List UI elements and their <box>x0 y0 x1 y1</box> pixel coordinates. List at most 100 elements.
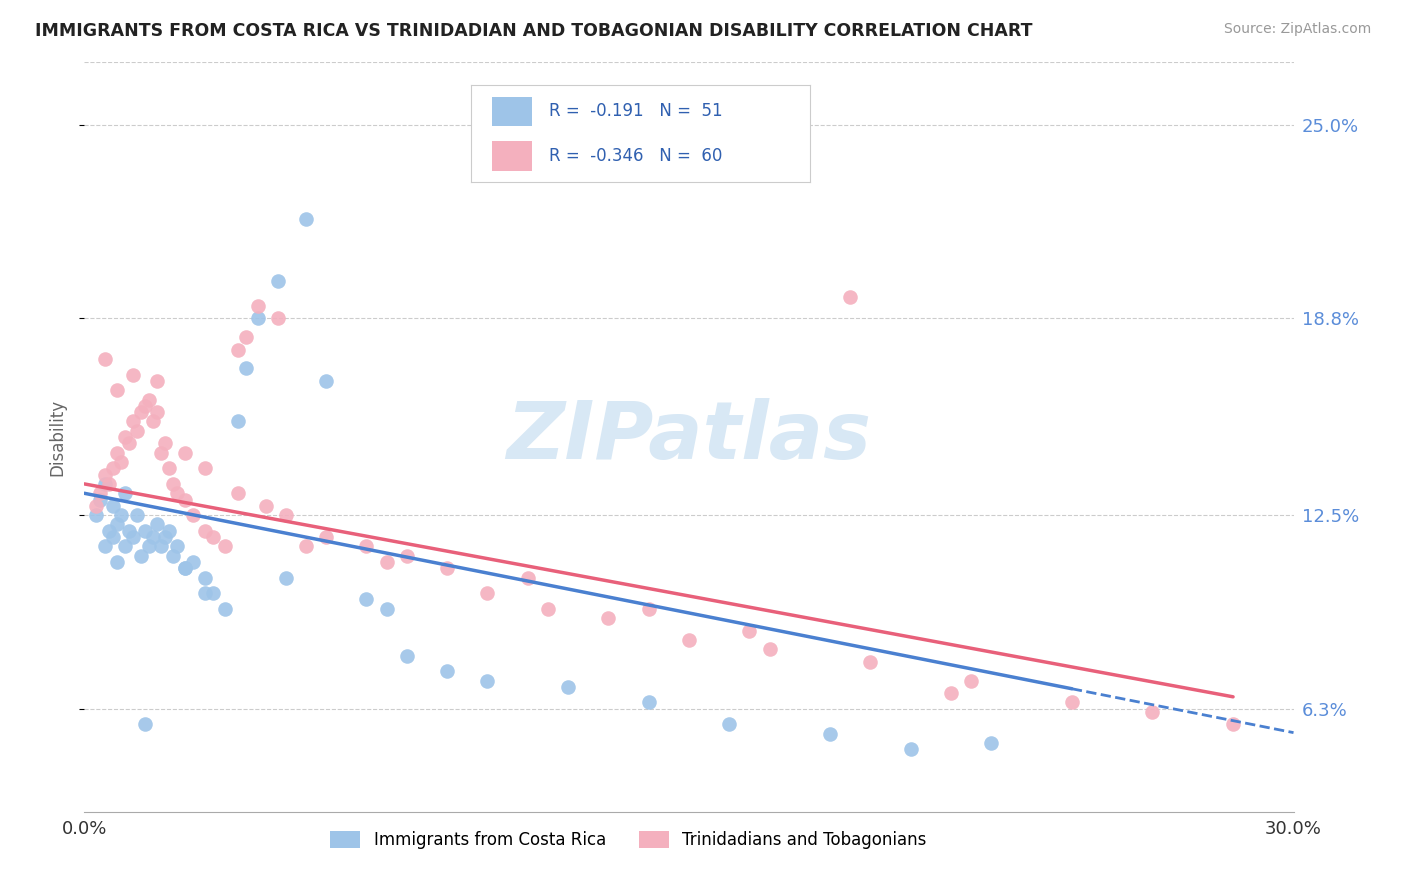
Point <box>839 289 862 303</box>
Point <box>166 486 188 500</box>
Point <box>162 476 184 491</box>
Point <box>295 211 318 226</box>
Point <box>101 530 124 544</box>
Legend: Immigrants from Costa Rica, Trinidadians and Tobagonians: Immigrants from Costa Rica, Trinidadians… <box>323 824 934 855</box>
Point <box>134 717 156 731</box>
Point <box>375 601 398 615</box>
Point <box>738 624 761 638</box>
Text: Source: ZipAtlas.com: Source: ZipAtlas.com <box>1223 22 1371 37</box>
Point <box>315 530 337 544</box>
Point <box>436 664 458 679</box>
Point <box>274 571 297 585</box>
Point <box>477 586 499 600</box>
Point <box>859 655 882 669</box>
Point <box>86 508 108 523</box>
Point <box>436 561 458 575</box>
Point <box>138 392 160 407</box>
Point <box>537 601 560 615</box>
Point <box>181 508 204 523</box>
Point <box>166 539 188 553</box>
Point <box>142 530 165 544</box>
Point <box>295 539 318 553</box>
Point <box>516 571 538 585</box>
Point <box>149 539 172 553</box>
Point <box>900 742 922 756</box>
Point <box>477 673 499 688</box>
Point <box>101 461 124 475</box>
Point <box>93 352 115 367</box>
Point <box>274 508 297 523</box>
Point <box>598 611 620 625</box>
Point <box>134 399 156 413</box>
Point <box>939 686 962 700</box>
Point <box>356 592 378 607</box>
Point <box>395 648 418 663</box>
Point <box>125 508 148 523</box>
Y-axis label: Disability: Disability <box>48 399 66 475</box>
Point <box>718 717 741 731</box>
Point <box>315 374 337 388</box>
Point <box>226 414 249 429</box>
Point <box>194 571 217 585</box>
Point <box>194 524 217 538</box>
Point <box>254 499 277 513</box>
Point <box>93 476 115 491</box>
Point <box>1222 717 1244 731</box>
Point <box>118 436 141 450</box>
Point <box>194 586 217 600</box>
Point <box>758 642 780 657</box>
Point <box>267 274 290 288</box>
Point <box>114 430 136 444</box>
Point <box>246 299 269 313</box>
Point <box>235 330 257 344</box>
Point <box>93 467 115 482</box>
Point <box>101 499 124 513</box>
Point <box>118 524 141 538</box>
Point <box>110 508 132 523</box>
Point <box>174 561 197 575</box>
Point <box>114 539 136 553</box>
Point <box>86 499 108 513</box>
Point <box>157 461 180 475</box>
Point <box>146 374 169 388</box>
Point <box>125 424 148 438</box>
Point <box>105 517 128 532</box>
Point <box>678 633 700 648</box>
Point <box>97 524 120 538</box>
Point <box>129 405 152 419</box>
Point <box>375 555 398 569</box>
Point <box>110 455 132 469</box>
Point <box>214 601 236 615</box>
Point <box>105 555 128 569</box>
Point <box>89 486 111 500</box>
Point <box>214 539 236 553</box>
Point <box>153 530 176 544</box>
Point <box>174 492 197 507</box>
Point <box>818 726 841 740</box>
Point <box>146 517 169 532</box>
Point <box>557 680 579 694</box>
Point <box>149 446 172 460</box>
Point <box>267 311 290 326</box>
Point <box>162 549 184 563</box>
Point <box>637 696 659 710</box>
Point <box>121 414 143 429</box>
Text: ZIPatlas: ZIPatlas <box>506 398 872 476</box>
Point <box>1060 696 1083 710</box>
Point <box>138 539 160 553</box>
Point <box>194 461 217 475</box>
Point <box>142 414 165 429</box>
Point <box>121 530 143 544</box>
Point <box>121 368 143 382</box>
Point <box>356 539 378 553</box>
Point <box>202 530 225 544</box>
Point <box>105 446 128 460</box>
Point <box>1142 705 1164 719</box>
Point <box>226 343 249 357</box>
Point <box>93 539 115 553</box>
Point <box>637 601 659 615</box>
Point <box>97 476 120 491</box>
Point <box>89 492 111 507</box>
Point <box>146 405 169 419</box>
Point <box>105 384 128 398</box>
